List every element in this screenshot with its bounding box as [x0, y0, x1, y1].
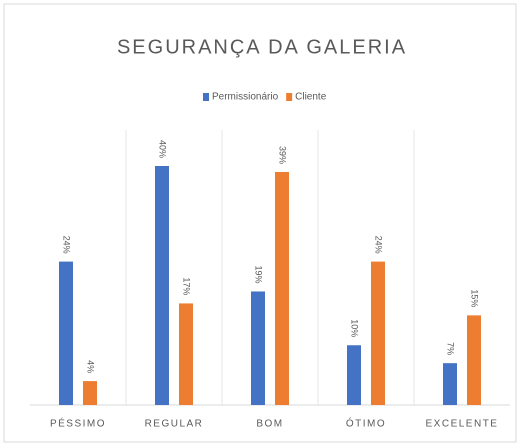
x-tick-label: ÓTIMO — [346, 417, 386, 430]
data-label: 24% — [374, 236, 384, 254]
bar — [275, 171, 289, 405]
legend-swatch — [286, 93, 293, 101]
data-label: 15% — [470, 289, 480, 307]
bar — [155, 166, 169, 405]
x-tick-label: REGULAR — [145, 419, 204, 430]
legend-swatch — [203, 93, 209, 101]
x-tick-label: PÉSSIMO — [50, 417, 106, 430]
data-label: 17% — [182, 277, 192, 295]
bar — [467, 315, 481, 405]
bar — [251, 291, 265, 405]
data-label: 4% — [86, 360, 96, 373]
data-label: 19% — [254, 265, 264, 283]
bar — [443, 363, 457, 405]
bar — [179, 303, 193, 405]
data-label: 40% — [158, 140, 168, 158]
legend-label: Cliente — [295, 92, 327, 103]
bar — [83, 381, 97, 405]
data-label: 10% — [350, 319, 360, 337]
legend-label: Permissionário — [212, 92, 279, 103]
x-tick-label: BOM — [256, 419, 283, 430]
bar — [59, 261, 73, 405]
chart-title: SEGURANÇA DA GALERIA — [117, 36, 407, 58]
legend: Permissionário Cliente — [203, 92, 327, 103]
data-label: 7% — [446, 342, 456, 355]
bar — [371, 261, 385, 405]
x-tick-label: EXCELENTE — [426, 419, 499, 430]
data-label: 39% — [278, 146, 288, 164]
data-label: 24% — [62, 236, 72, 254]
bar — [347, 345, 361, 405]
